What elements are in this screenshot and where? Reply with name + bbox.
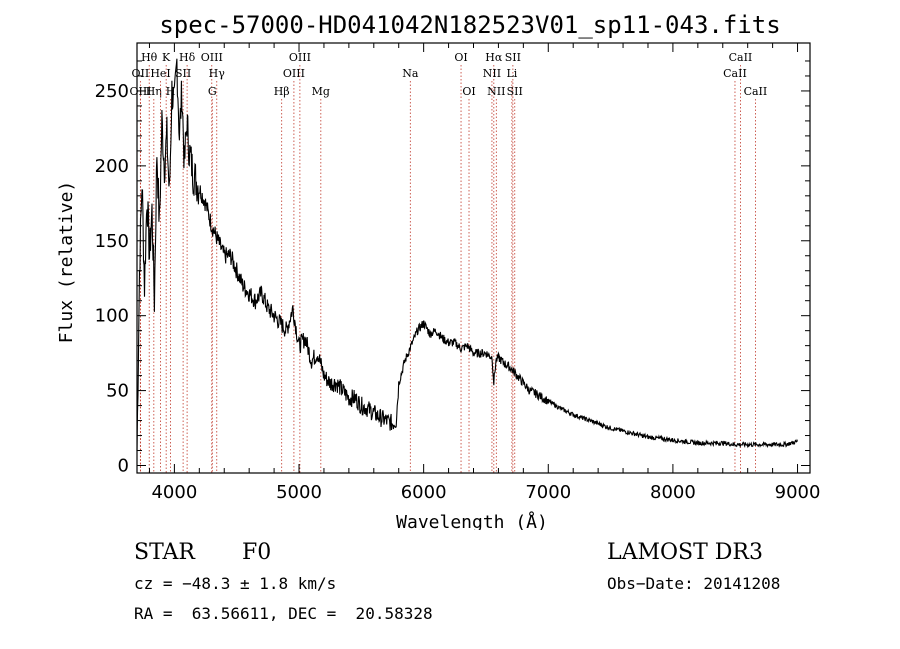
x-axis-label: Wavelength (Å) — [396, 511, 548, 530]
spectral-line-label: Hα — [485, 51, 503, 64]
spectral-line-label: SII — [505, 51, 521, 64]
observation-date: Obs−Date: 20141208 — [607, 574, 781, 593]
y-tick-label: 50 — [106, 381, 129, 402]
spectral-line-label: Hθ — [141, 51, 158, 64]
spectral-line-label: SII — [507, 85, 523, 98]
spectral-line-label: Li — [506, 67, 517, 80]
spectral-line-label: HeI — [150, 67, 170, 80]
y-tick-label: 250 — [95, 81, 129, 102]
spectral-line-label: NII — [487, 85, 505, 98]
x-tick-label: 6000 — [401, 482, 447, 503]
spectral-line-label: OIII — [283, 67, 305, 80]
spectral-line-label: H — [166, 85, 176, 98]
survey-name: LAMOST DR3 — [607, 540, 763, 565]
spectral-line-label: CaII — [729, 51, 753, 64]
spectral-line-label: G — [208, 85, 217, 98]
x-tick-label: 5000 — [276, 482, 322, 503]
spectral-line-label: Hδ — [179, 51, 196, 64]
plot-frame — [136, 42, 811, 474]
spectral-line-label: Hγ — [209, 67, 226, 80]
x-tick-label: 8000 — [650, 482, 696, 503]
spectral-line-label: OIII — [289, 51, 311, 64]
y-tick-label: 150 — [95, 231, 129, 252]
spectral-line-label: OI — [462, 85, 475, 98]
spectrum-chart: spec-57000-HD041042N182523V01_sp11-043.f… — [56, 11, 821, 530]
spectral-line-label: Na — [402, 67, 419, 80]
x-tick-label: 7000 — [525, 482, 571, 503]
spectrum-line — [136, 58, 799, 451]
x-tick-label: 4000 — [151, 482, 197, 503]
y-axis: 0 50 100 150 200 250 — [95, 60, 810, 477]
spectral-line-label: K — [162, 51, 171, 64]
spectral-line-label: CaII — [723, 67, 747, 80]
x-axis: 4000 5000 6000 7000 8000 9000 — [148, 43, 821, 503]
y-axis-label: Flux (relative) — [56, 181, 77, 344]
object-type: STAR — [134, 540, 195, 565]
spectral-line-label: Hη — [146, 85, 162, 98]
spectral-line-label: OIII — [129, 85, 151, 98]
x-tick-label: 9000 — [775, 482, 821, 503]
spectral-line-label: Hβ — [274, 85, 290, 98]
spectral-line-label: Mg — [312, 85, 330, 98]
redshift-velocity: cz = −48.3 ± 1.8 km/s — [134, 574, 337, 593]
spectral-line-label: CaII — [744, 85, 768, 98]
spectral-line-label: OIII — [201, 51, 223, 64]
y-tick-label: 100 — [95, 306, 129, 327]
spectral-line-label: OI — [454, 51, 467, 64]
spectral-line-label: OII — [132, 67, 150, 80]
sky-coordinates: RA = 63.56611, DEC = 20.58328 — [134, 604, 433, 623]
y-tick-label: 200 — [95, 156, 129, 177]
spectral-subclass: F0 — [242, 540, 272, 565]
chart-title: spec-57000-HD041042N182523V01_sp11-043.f… — [159, 11, 780, 39]
y-tick-label: 0 — [118, 456, 129, 477]
spectral-line-label: NII — [483, 67, 501, 80]
